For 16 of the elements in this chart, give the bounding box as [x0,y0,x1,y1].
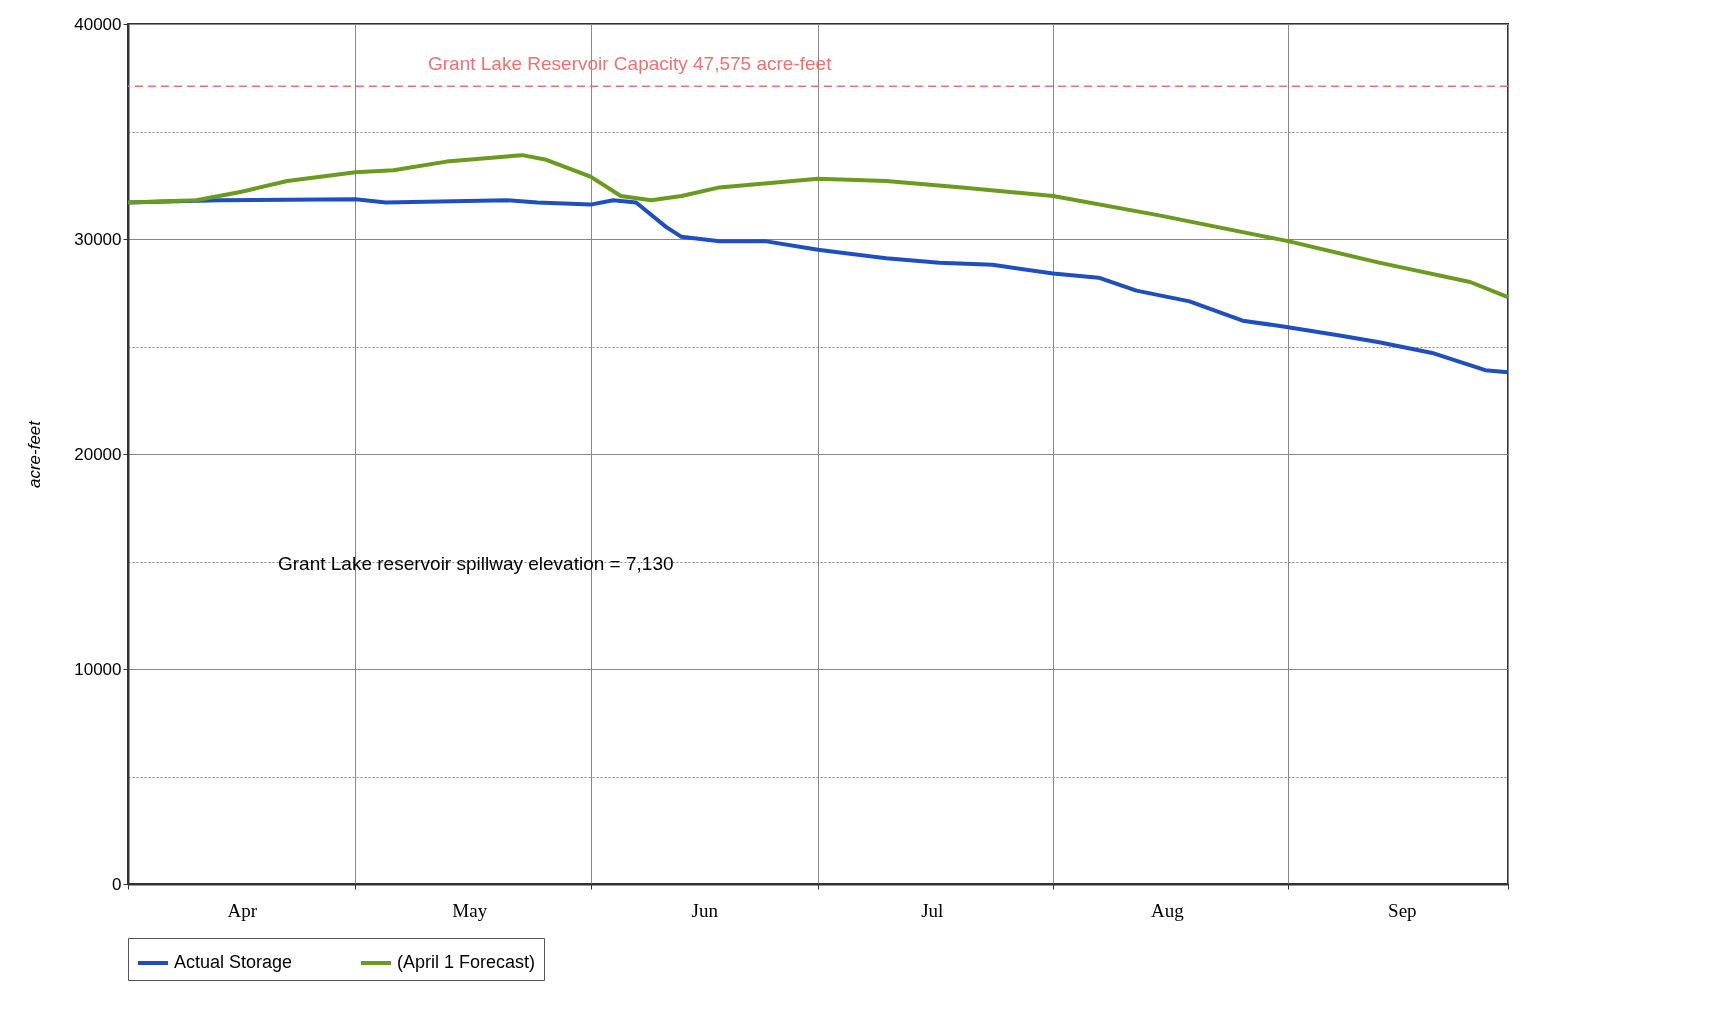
y-tick-label: 10000 [74,659,122,679]
y-tick-label: 30000 [74,229,122,249]
x-tick-label: Apr [227,899,258,921]
x-tick-label: Jun [691,899,719,921]
y-tick-label: 20000 [74,444,122,464]
legend-label: Actual Storage [174,952,293,972]
x-tick-label: Aug [1150,899,1185,921]
x-tick-label: Sep [1388,899,1417,921]
x-tick-label: Jul [921,899,944,921]
y-tick-label: 40000 [74,14,122,34]
x-tick-label: May [452,899,488,921]
annotation: Grant Lake reservoir spillway elevation = 7,130 [278,553,674,574]
legend-label: (April 1 Forecast) [397,952,536,972]
y-tick-label: 0 [112,874,122,894]
line-series [126,153,1510,300]
y-axis-title: acre-feet [25,419,45,489]
